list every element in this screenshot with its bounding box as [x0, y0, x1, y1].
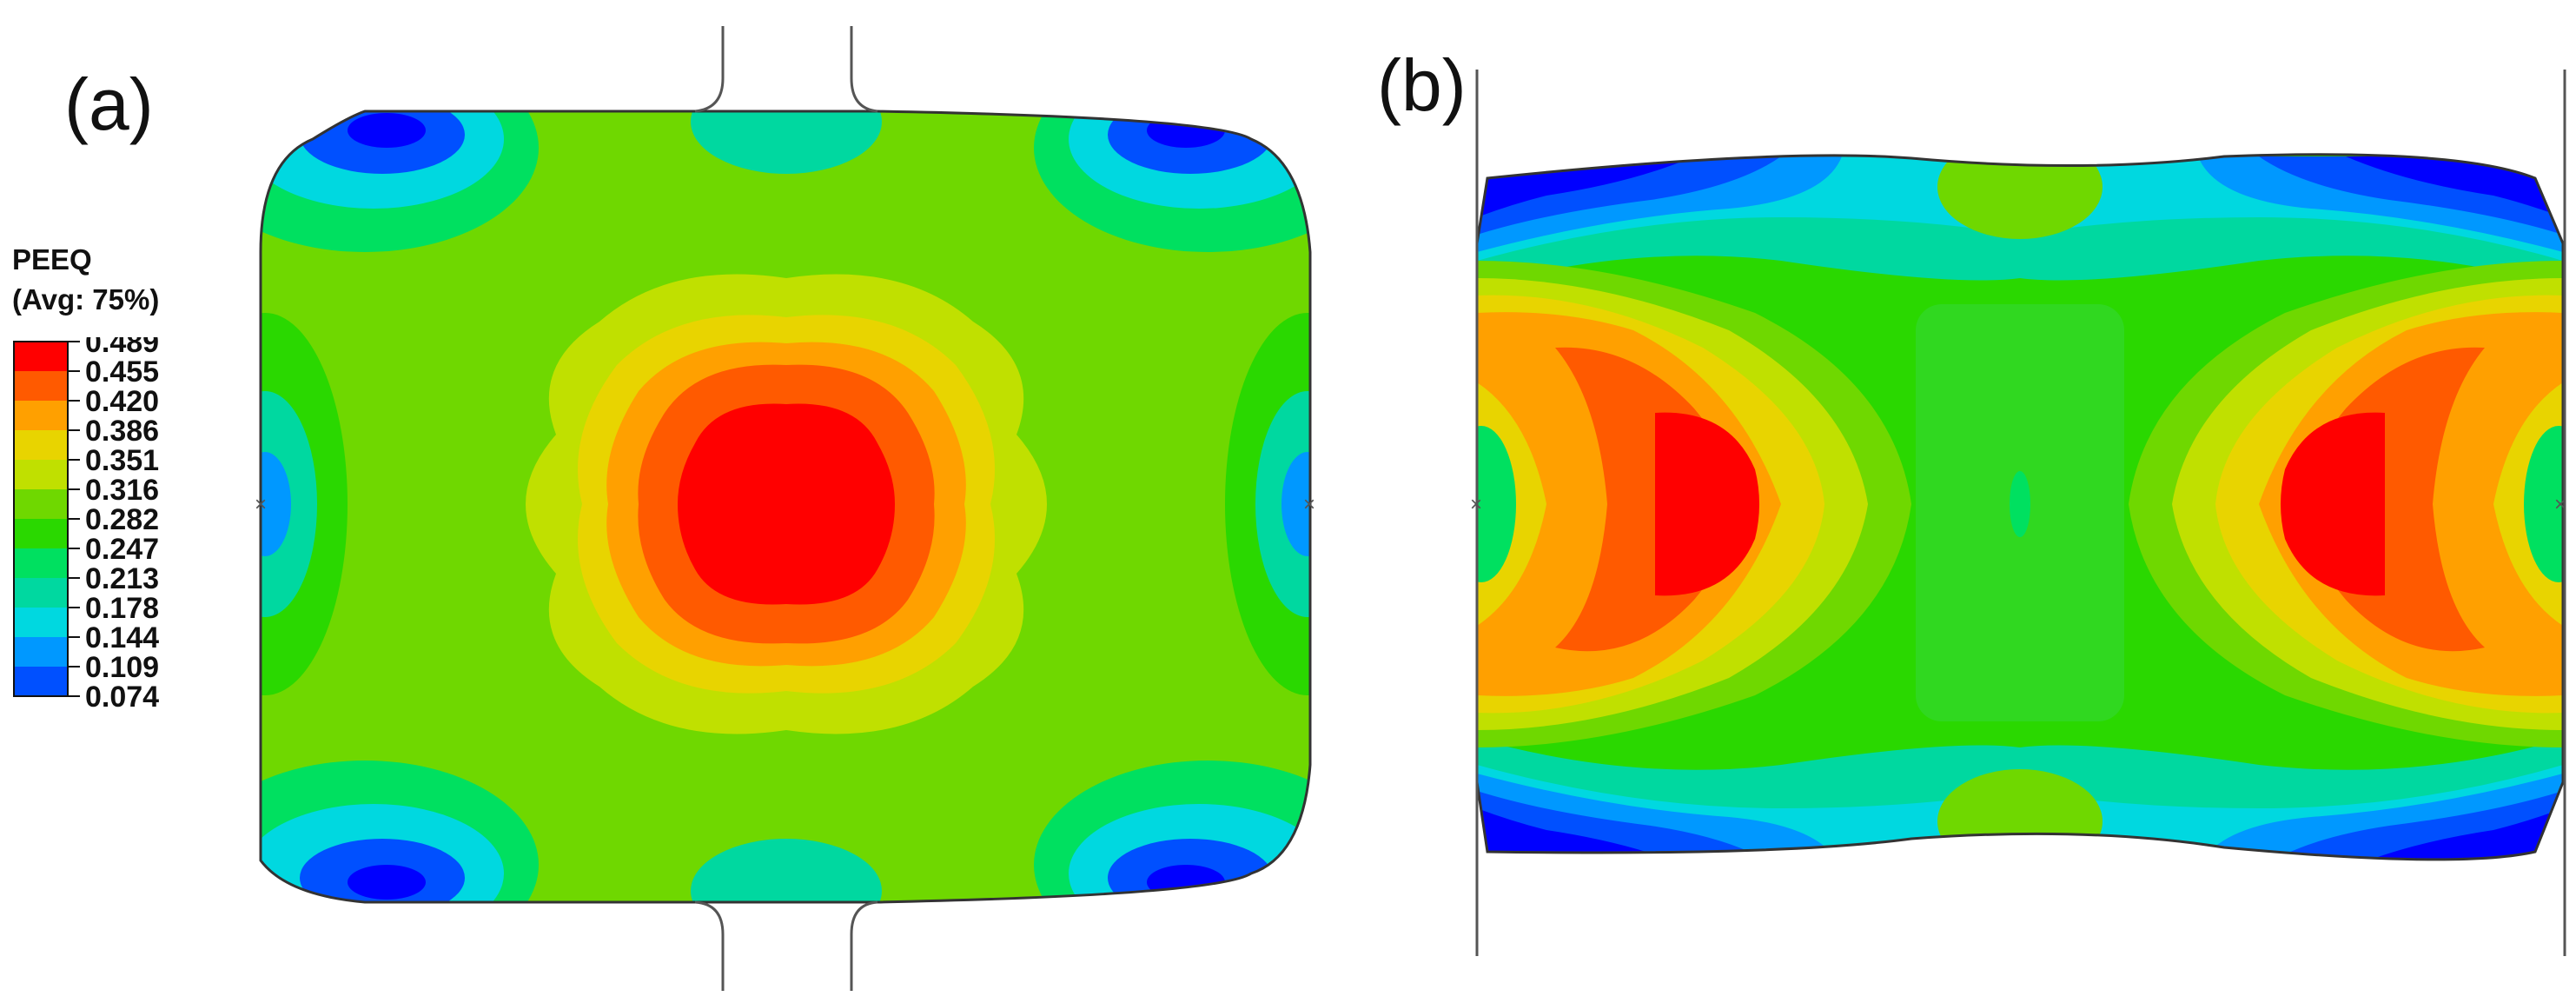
legend-scale: 0.4890.4550.4200.3860.3510.3160.2820.247…	[13, 337, 159, 714]
band-0-247	[1477, 426, 1516, 582]
legend-value: 0.178	[85, 592, 159, 625]
band-0-074	[348, 865, 426, 900]
legend-value: 0.074	[85, 681, 159, 714]
contour-plot-b: × ×	[1470, 70, 2566, 956]
legend-value: 0.247	[85, 533, 159, 566]
legend-border	[13, 341, 69, 697]
grip-top-right	[850, 26, 878, 113]
specimen-outline-b	[1475, 153, 2565, 861]
band-0-213	[691, 839, 882, 902]
legend-value: 0.351	[85, 444, 159, 477]
node-marker: ×	[1470, 493, 1482, 516]
grip-bottom-right	[850, 900, 878, 991]
contour-field-a	[261, 111, 1310, 902]
band-0-074	[1147, 113, 1225, 148]
band-0-074	[2346, 156, 2563, 217]
band-0-247	[2524, 426, 2563, 582]
grip-bottom-left	[694, 900, 725, 991]
node-marker: ×	[1303, 493, 1315, 516]
legend-swatch	[14, 430, 68, 460]
contour-field-b	[1477, 154, 2563, 860]
panel-label-b: (b)	[1377, 44, 1467, 126]
band-0-074	[1147, 865, 1225, 900]
band-0-489	[678, 403, 895, 605]
legend-swatch	[14, 371, 68, 401]
specimen-outline-a	[259, 110, 1312, 904]
legend-swatch	[14, 342, 68, 371]
node-marker: ×	[255, 493, 267, 516]
legend-swatch	[14, 460, 68, 489]
legend-swatch	[14, 578, 68, 608]
color-legend: 0.489 0.455 0.420 0.386 0.351 0.316 0.282 0.247…	[12, 337, 299, 720]
legend-swatch	[14, 489, 68, 519]
band-0-489	[2281, 412, 2385, 596]
band-0-247	[2010, 471, 2030, 537]
panel-label-a: (a)	[64, 63, 154, 145]
legend-subtitle: (Avg: 75%)	[12, 283, 160, 316]
band-0-213	[691, 111, 882, 174]
band-0-074	[348, 113, 426, 148]
legend-swatch	[14, 667, 68, 696]
node-marker: ×	[2554, 493, 2566, 516]
legend-value: 0.213	[85, 562, 159, 595]
legend-value: 0.420	[85, 385, 159, 418]
legend-value: 0.386	[85, 415, 159, 448]
band-0-316	[1937, 769, 2103, 860]
legend-swatch	[14, 608, 68, 637]
legend-swatch	[14, 637, 68, 667]
legend-title: PEEQ	[12, 243, 92, 276]
grip-top-left	[694, 26, 725, 113]
legend-value: 0.109	[85, 651, 159, 684]
legend-swatch	[14, 401, 68, 430]
band-0-074	[2346, 808, 2563, 860]
legend-value: 0.282	[85, 503, 159, 536]
band-0-144	[261, 452, 291, 556]
band-0-144	[1281, 452, 1310, 556]
legend-value: 0.144	[85, 621, 159, 654]
band-0-316	[1937, 154, 2103, 239]
legend-swatch	[14, 548, 68, 578]
legend-value: 0.316	[85, 474, 159, 507]
band-0-489	[1655, 412, 1759, 596]
legend-value: 0.455	[85, 355, 159, 389]
legend-value: 0.489	[85, 337, 159, 359]
legend-swatch	[14, 519, 68, 548]
contour-plot-a: × ×	[255, 26, 1315, 991]
